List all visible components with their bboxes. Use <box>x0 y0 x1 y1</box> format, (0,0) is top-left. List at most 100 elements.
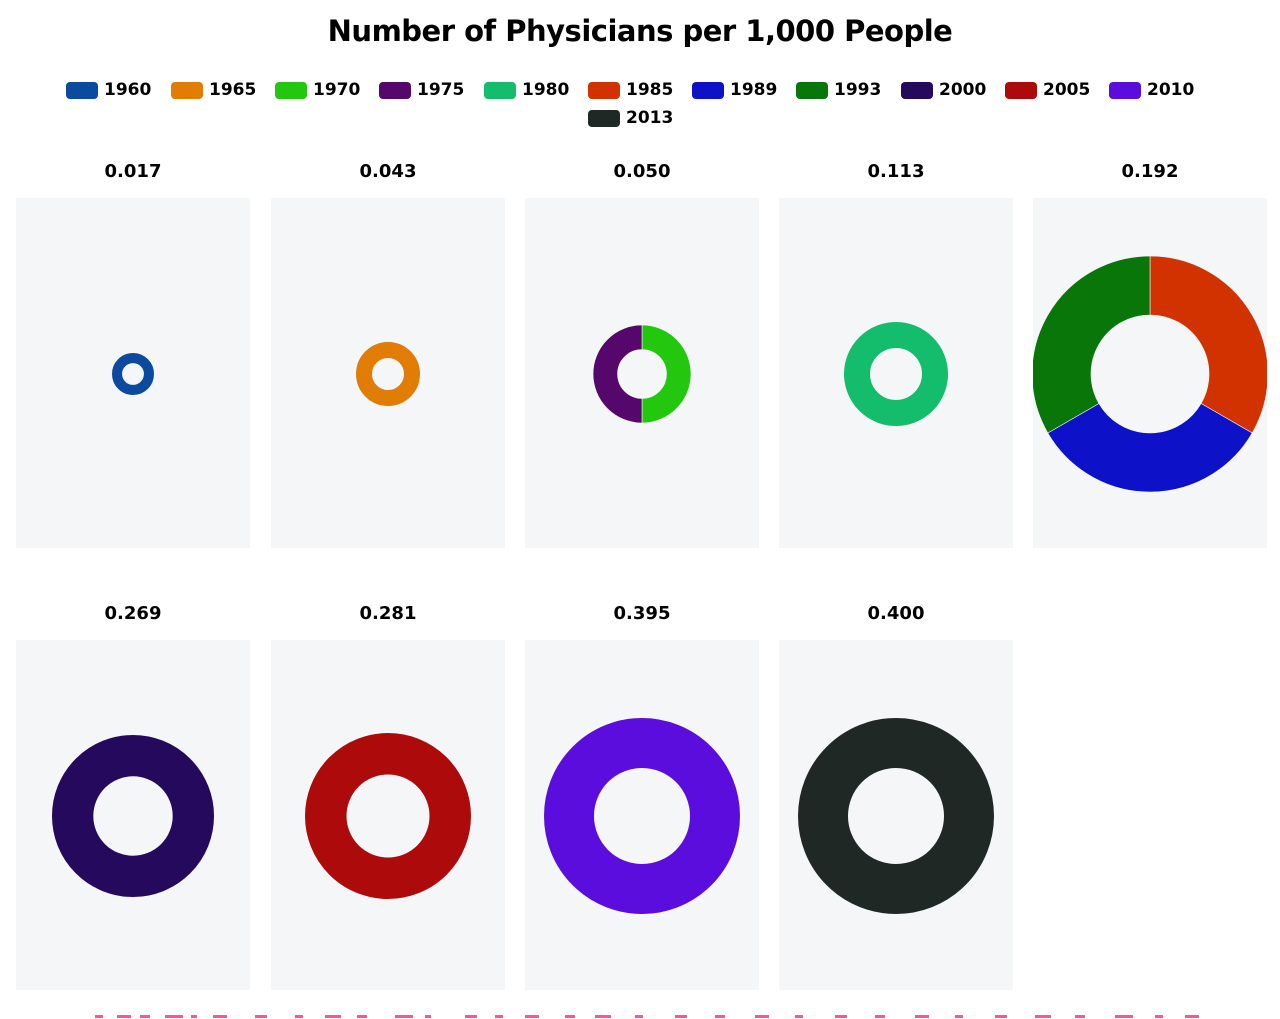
footer-dash <box>465 1015 477 1018</box>
panel-title: 0.113 <box>867 161 925 182</box>
donut-slice[interactable] <box>1033 255 1151 434</box>
panel-title: 0.192 <box>1121 161 1179 182</box>
footer-dash <box>117 1015 131 1018</box>
panel-title: 0.043 <box>359 161 417 182</box>
panel-title: 0.050 <box>613 161 671 182</box>
footer-dash <box>213 1015 227 1018</box>
legend-label: 2005 <box>1043 80 1091 100</box>
donut-slice[interactable] <box>844 322 948 426</box>
donut-slice[interactable] <box>356 342 420 406</box>
donut-slice[interactable] <box>641 324 692 424</box>
footer-dash <box>425 1015 431 1018</box>
donut-slice[interactable] <box>1149 255 1267 434</box>
donut-chart <box>797 717 995 915</box>
panel-title: 0.400 <box>867 603 925 624</box>
donut-panel <box>271 640 505 990</box>
legend-label: 1975 <box>417 80 465 100</box>
donut-chart <box>543 717 741 915</box>
donut-slice[interactable] <box>592 324 643 424</box>
chart-title: Number of Physicians per 1,000 People <box>327 14 953 48</box>
footer-dash <box>635 1015 643 1018</box>
footer-dash <box>915 1015 929 1018</box>
footer-dash <box>1155 1015 1163 1018</box>
footer-dash <box>955 1015 963 1018</box>
footer-dash <box>1035 1015 1051 1018</box>
legend-item[interactable]: 1960 <box>66 79 151 101</box>
footer-dash <box>325 1015 341 1018</box>
legend-item[interactable]: 2010 <box>1109 79 1194 101</box>
legend-swatch <box>484 81 516 99</box>
legend-item[interactable]: 1993 <box>796 79 881 101</box>
donut-panel <box>779 640 1013 990</box>
legend-swatch <box>171 81 203 99</box>
footer-dash <box>95 1015 103 1018</box>
legend-item[interactable]: 2013 <box>588 107 673 129</box>
footer-dash <box>140 1015 150 1018</box>
legend-swatch <box>1109 81 1141 99</box>
donut-panel <box>525 640 759 990</box>
footer-dash <box>525 1015 539 1018</box>
donut-slice[interactable] <box>305 733 471 899</box>
donut-slice[interactable] <box>112 352 155 395</box>
footer-dash <box>191 1015 197 1018</box>
donut-panel <box>16 640 250 990</box>
footer-dash <box>995 1015 1007 1018</box>
legend-label: 1985 <box>626 80 674 100</box>
footer-dash <box>1115 1015 1133 1018</box>
footer-dash <box>755 1015 769 1018</box>
legend-label: 1989 <box>730 80 778 100</box>
legend-swatch <box>275 81 307 99</box>
footer-dash <box>395 1015 413 1018</box>
donut-chart <box>305 733 471 899</box>
donut-chart <box>51 734 215 898</box>
legend-label: 1970 <box>313 80 361 100</box>
legend-item[interactable]: 1989 <box>692 79 777 101</box>
legend-swatch <box>379 81 411 99</box>
legend-label: 1993 <box>834 80 882 100</box>
legend-swatch <box>692 81 724 99</box>
legend-item[interactable]: 1965 <box>171 79 256 101</box>
donut-panel <box>525 198 759 548</box>
legend-item[interactable]: 1980 <box>484 79 569 101</box>
legend-item[interactable]: 1985 <box>588 79 673 101</box>
legend-label: 1960 <box>104 80 152 100</box>
donut-slice[interactable] <box>543 717 741 915</box>
footer-dash <box>255 1015 267 1018</box>
legend-label: 2013 <box>626 108 674 128</box>
footer-decoration <box>95 1013 1215 1019</box>
footer-dash <box>565 1015 575 1018</box>
panel-title: 0.017 <box>104 161 162 182</box>
chart-legend: 1960 1965 1970 1975 1980 1985 1989 1993 2000 2005… <box>0 0 1280 140</box>
legend-swatch <box>588 81 620 99</box>
footer-dash <box>675 1015 687 1018</box>
panel-title: 0.395 <box>613 603 671 624</box>
legend-swatch <box>901 81 933 99</box>
footer-dash <box>165 1015 183 1018</box>
legend-swatch <box>796 81 828 99</box>
footer-dash <box>595 1015 611 1018</box>
footer-dash <box>1185 1015 1199 1018</box>
footer-dash <box>295 1015 303 1018</box>
donut-panel <box>271 198 505 548</box>
footer-dash <box>357 1015 367 1018</box>
donut-slice[interactable] <box>1047 403 1253 493</box>
footer-dash <box>1075 1015 1085 1018</box>
legend-swatch <box>66 81 98 99</box>
donut-chart <box>592 324 692 424</box>
legend-label: 1965 <box>209 80 257 100</box>
panel-title: 0.269 <box>104 603 162 624</box>
donut-chart <box>112 352 155 395</box>
donut-chart <box>356 342 420 406</box>
legend-label: 2000 <box>939 80 987 100</box>
footer-dash <box>495 1015 503 1018</box>
legend-item[interactable]: 2005 <box>1005 79 1090 101</box>
donut-slice[interactable] <box>797 717 995 915</box>
legend-swatch <box>1005 81 1037 99</box>
legend-item[interactable]: 1970 <box>275 79 360 101</box>
donut-chart <box>844 322 948 426</box>
footer-dash <box>875 1015 885 1018</box>
legend-item[interactable]: 2000 <box>901 79 986 101</box>
donut-slice[interactable] <box>51 734 215 898</box>
legend-item[interactable]: 1975 <box>379 79 464 101</box>
footer-dash <box>835 1015 847 1018</box>
